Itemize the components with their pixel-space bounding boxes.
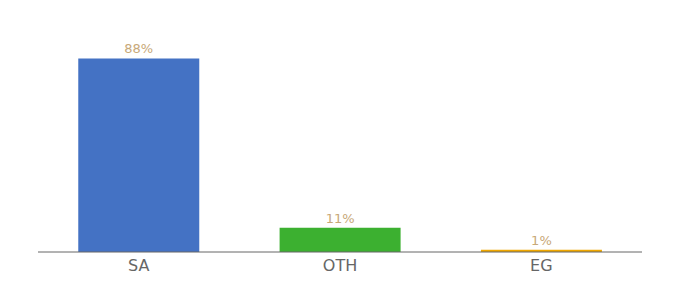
svg-text:OTH: OTH — [323, 256, 357, 275]
svg-text:11%: 11% — [326, 211, 355, 226]
svg-text:88%: 88% — [124, 41, 153, 56]
svg-text:EG: EG — [530, 256, 553, 275]
svg-text:1%: 1% — [531, 233, 552, 248]
svg-text:SA: SA — [128, 256, 149, 275]
